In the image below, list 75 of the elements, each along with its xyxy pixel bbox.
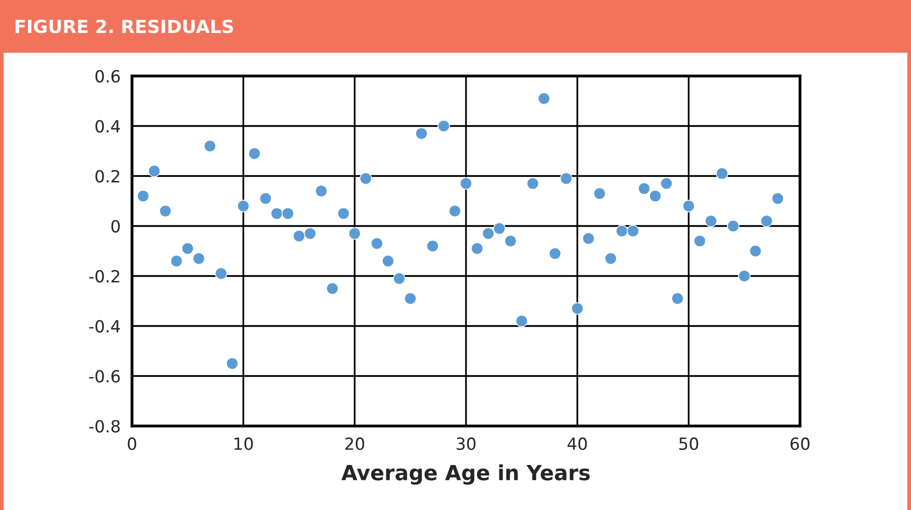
- point: [136, 190, 150, 202]
- x-tick-label: 10: [234, 437, 253, 450]
- point: [237, 200, 250, 212]
- point: [259, 192, 272, 205]
- point: [504, 234, 517, 248]
- point: [360, 172, 372, 185]
- y-tick-label: 0.6: [95, 70, 120, 83]
- point: [226, 357, 238, 370]
- point: [337, 207, 350, 220]
- point: [682, 200, 695, 212]
- point: [282, 207, 294, 220]
- point: [181, 242, 194, 255]
- y-tick-label: 0.4: [95, 120, 120, 133]
- point: [382, 254, 394, 268]
- point: [304, 227, 316, 240]
- point: [415, 127, 428, 140]
- point: [204, 140, 216, 152]
- point: [626, 224, 640, 238]
- x-tick-label: 20: [345, 437, 364, 450]
- point: [538, 92, 550, 105]
- y-tick-label: 0: [111, 220, 120, 233]
- x-tick-label: 40: [568, 437, 587, 450]
- point: [438, 120, 450, 132]
- point: [460, 177, 472, 190]
- point: [582, 232, 595, 245]
- point: [548, 247, 562, 260]
- point: [192, 252, 206, 265]
- point: [560, 172, 572, 185]
- point: [470, 242, 484, 255]
- point: [392, 272, 406, 285]
- point: [482, 227, 494, 240]
- x-axis-title: Average Age in Years: [341, 464, 590, 485]
- point: [292, 230, 306, 242]
- point: [593, 187, 606, 200]
- point: [571, 302, 584, 315]
- point: [726, 220, 740, 232]
- x-tick-label: 30: [456, 437, 476, 450]
- y-tick-label: 0.2: [95, 170, 120, 183]
- point: [526, 177, 540, 190]
- point: [493, 222, 506, 235]
- point: [170, 254, 183, 268]
- point: [604, 252, 617, 265]
- point: [760, 214, 773, 228]
- point: [671, 292, 684, 305]
- y-tick-label: -0.4: [89, 320, 120, 333]
- point: [716, 167, 728, 180]
- point: [649, 190, 662, 202]
- point: [749, 244, 762, 258]
- point: [772, 192, 784, 205]
- y-tick-label: -0.2: [89, 270, 120, 283]
- point: [348, 227, 361, 240]
- point: [326, 282, 339, 295]
- point: [694, 234, 706, 248]
- point: [448, 204, 462, 218]
- point: [738, 270, 751, 282]
- x-tick-label: 50: [679, 437, 698, 450]
- point: [426, 240, 439, 252]
- point: [704, 214, 718, 228]
- x-tick-label: 60: [790, 437, 810, 450]
- point: [638, 182, 650, 195]
- point: [616, 224, 628, 238]
- point: [515, 314, 528, 328]
- point: [660, 177, 673, 190]
- point: [148, 164, 160, 178]
- y-tick-label: -0.8: [89, 420, 120, 433]
- chart-title: FIGURE 2. RESIDUALS: [16, 20, 233, 34]
- point: [270, 207, 283, 220]
- point: [214, 267, 228, 280]
- point: [370, 237, 384, 250]
- x-tick-label: 0: [128, 437, 136, 450]
- point: [404, 292, 417, 305]
- point: [159, 204, 172, 218]
- point: [315, 184, 328, 198]
- y-tick-label: -0.6: [89, 370, 120, 383]
- point: [248, 147, 261, 160]
